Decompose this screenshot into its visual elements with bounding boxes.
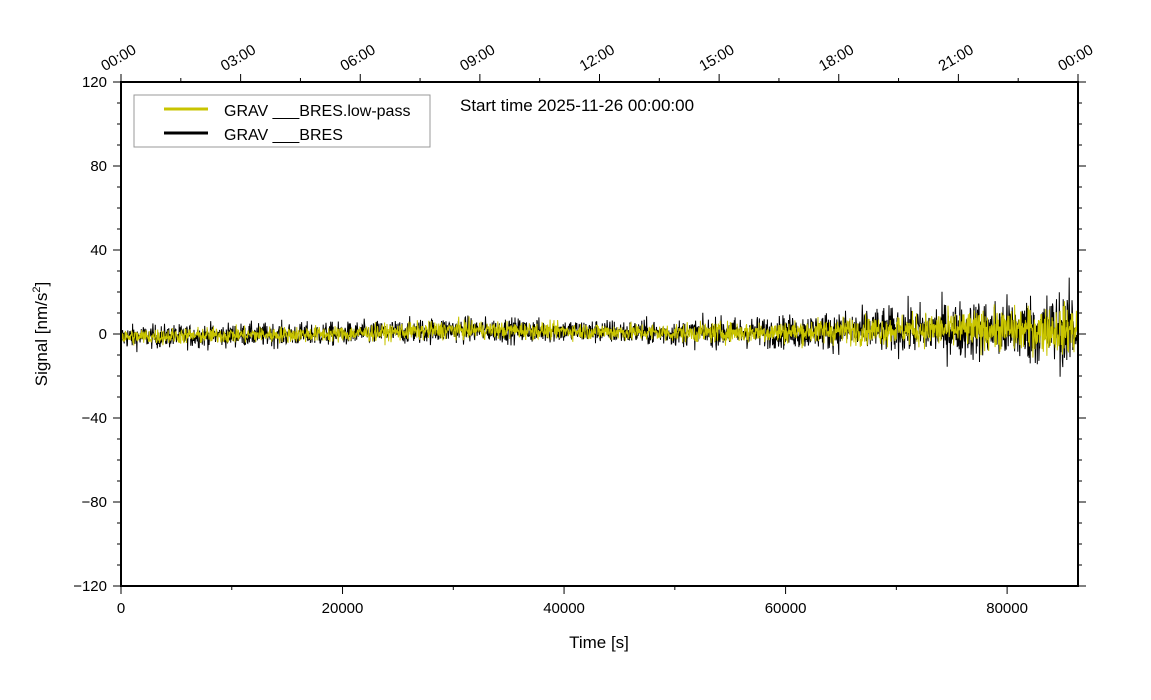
top-tick-label: 03:00 xyxy=(218,41,259,74)
x-tick-label: 20000 xyxy=(322,600,364,617)
x-tick-label: 40000 xyxy=(543,600,585,617)
series-layer xyxy=(120,277,1079,377)
y-axis-label: Signal [nm/s2] xyxy=(31,282,51,386)
x-tick-label: 80000 xyxy=(986,600,1028,617)
x-tick-label: 60000 xyxy=(765,600,807,617)
y-tick-label: 40 xyxy=(90,242,107,259)
y-tick-label: −80 xyxy=(82,494,107,511)
top-tick-label: 06:00 xyxy=(337,41,378,74)
top-tick-label: 09:00 xyxy=(457,41,498,74)
legend-label-lowpass: GRAV ___BRES.low-pass xyxy=(224,103,410,120)
top-tick-label: 00:00 xyxy=(98,41,139,74)
top-tick-label: 12:00 xyxy=(577,41,618,74)
top-tick-label: 21:00 xyxy=(936,41,977,74)
series-line-lowpass xyxy=(120,301,1079,358)
y-tick-label: −40 xyxy=(82,410,107,427)
y-tick-label: 80 xyxy=(90,158,107,175)
x-tick-label: 0 xyxy=(117,600,125,617)
y-tick-label: 120 xyxy=(82,74,107,91)
legend: GRAV ___BRES.low-pass GRAV ___BRES xyxy=(133,94,431,148)
top-tick-label: 00:00 xyxy=(1055,41,1096,74)
top-tick-label: 18:00 xyxy=(816,41,857,74)
y-tick-label: 0 xyxy=(99,326,107,343)
chart-title: Start time 2025-11-26 00:00:00 xyxy=(460,96,694,115)
legend-box xyxy=(133,94,431,148)
legend-label-raw: GRAV ___BRES xyxy=(224,127,343,144)
y-tick-label: −120 xyxy=(73,578,107,595)
x-axis-label: Time [s] xyxy=(569,633,629,652)
top-tick-label: 15:00 xyxy=(696,41,737,74)
